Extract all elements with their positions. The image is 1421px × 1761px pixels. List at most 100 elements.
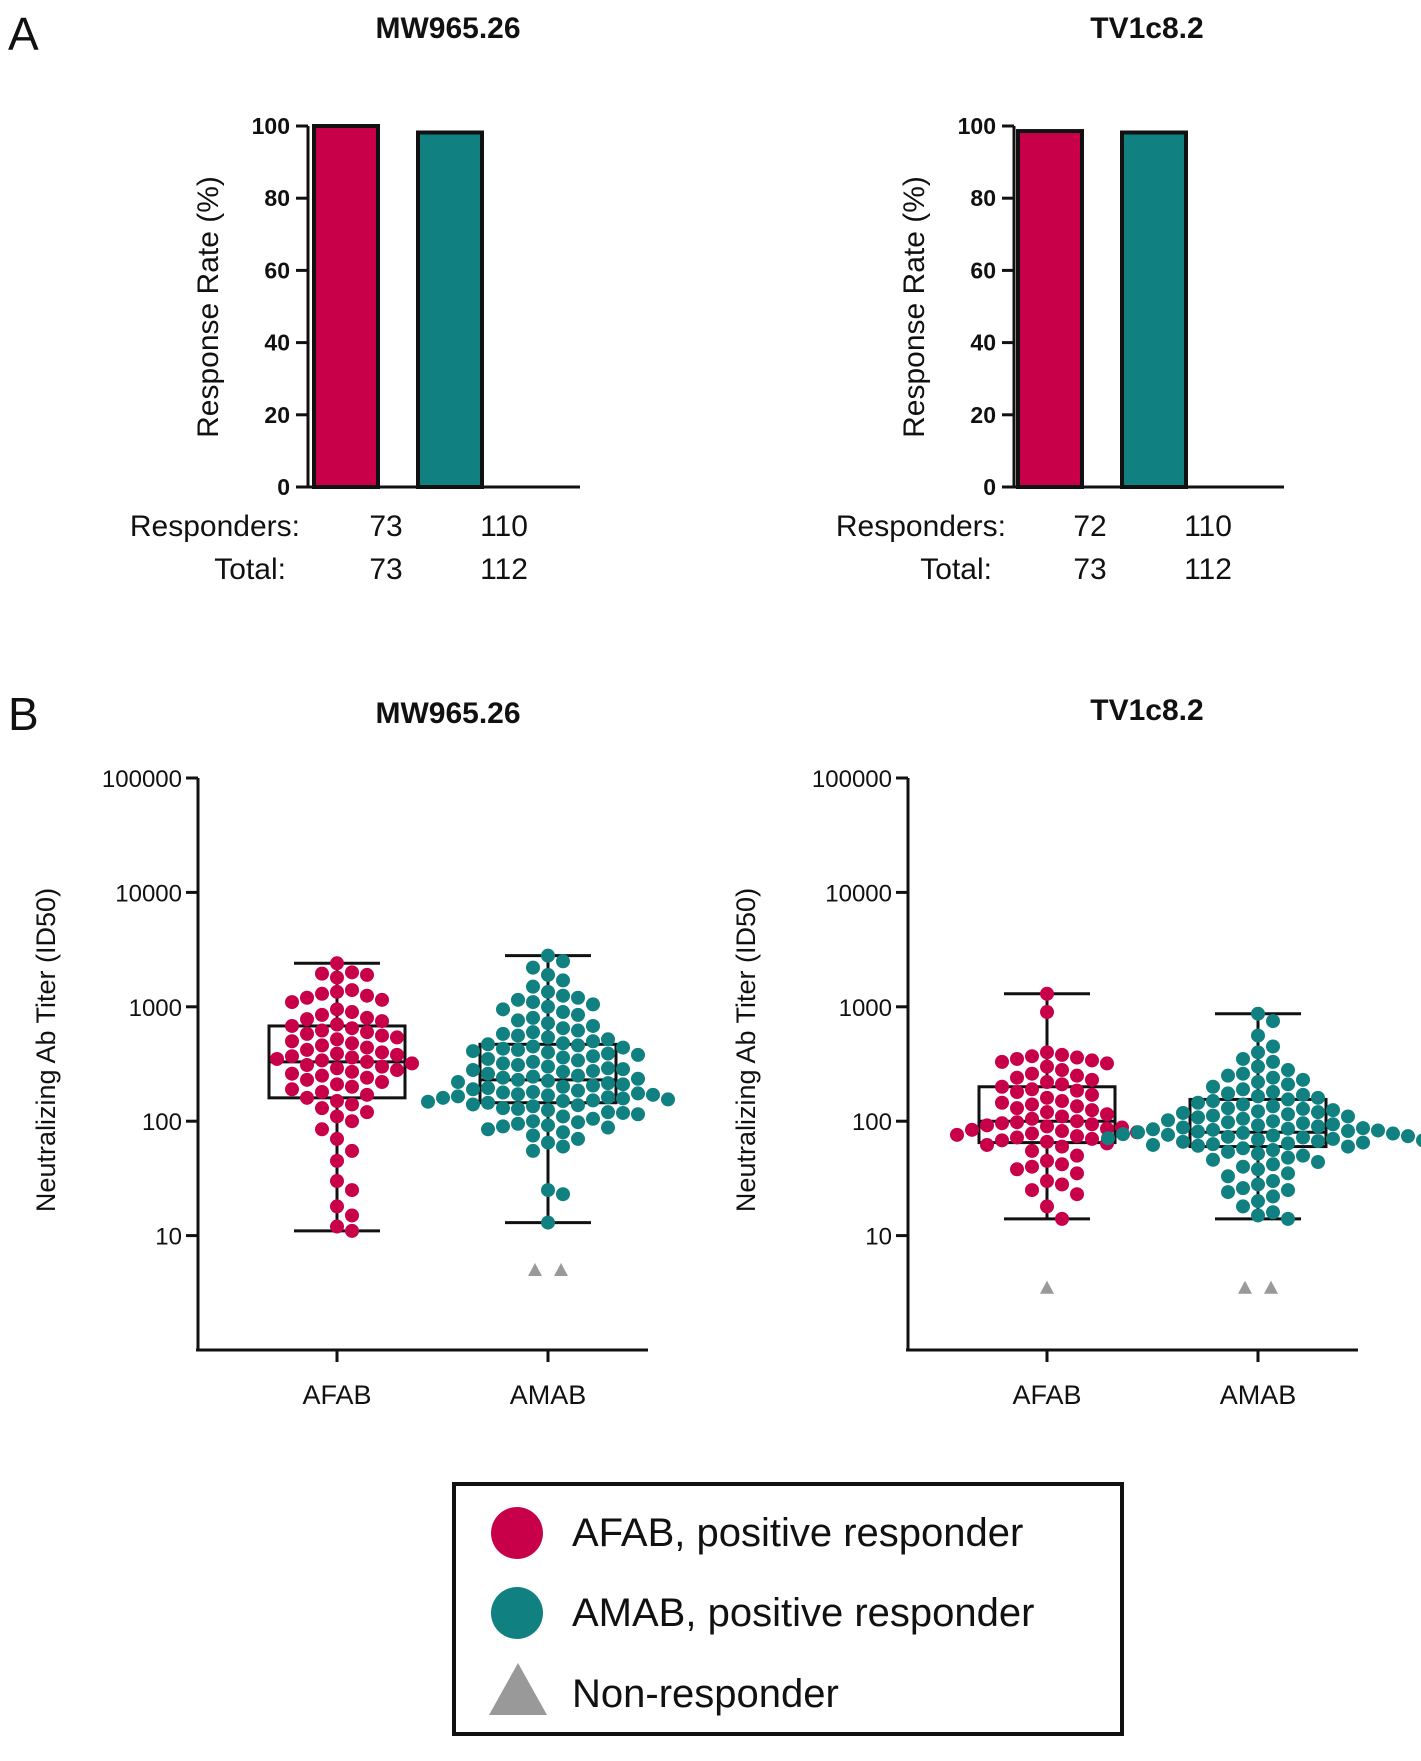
legend-amab-label: AMAB, positive responder [572, 1591, 1034, 1635]
point-amab [586, 997, 600, 1012]
point-amab [586, 1018, 600, 1033]
point-afab [1055, 1139, 1069, 1154]
y-tick-label: 1000 [129, 995, 182, 1022]
point-amab [1341, 1109, 1355, 1124]
point-afab [375, 1045, 389, 1060]
point-amab [601, 1120, 615, 1135]
point-afab [1040, 1075, 1054, 1090]
point-amab [1251, 1177, 1265, 1192]
point-afab [1055, 1177, 1069, 1192]
point-afab [345, 1143, 359, 1158]
point-afab [345, 1114, 359, 1129]
point-afab [345, 1079, 359, 1094]
point-afab [345, 965, 359, 980]
point-afab [285, 1049, 299, 1064]
point-amab [496, 1056, 510, 1071]
point-amab [496, 1002, 510, 1017]
point-amab [526, 1099, 540, 1114]
point-amab [1146, 1137, 1160, 1152]
y-tick-label: 40 [264, 330, 290, 356]
point-afab [1025, 1082, 1039, 1097]
point-amab [1191, 1138, 1205, 1153]
point-amab [1266, 1143, 1280, 1158]
point-amab [541, 948, 555, 963]
point-amab [616, 1077, 630, 1092]
point-amab [526, 1084, 540, 1099]
point-afab [965, 1122, 979, 1137]
point-amab [571, 1083, 585, 1098]
y-tick-label: 100 [958, 113, 996, 139]
point-amab [541, 1030, 555, 1045]
point-amab [541, 1135, 555, 1150]
point-amab [421, 1094, 435, 1109]
responders-label: Responders: [130, 510, 300, 543]
point-amab [601, 1076, 615, 1091]
point-amab [496, 1101, 510, 1116]
point-afab [390, 1047, 404, 1062]
point-afab [345, 1036, 359, 1051]
y-tick-label: 60 [970, 257, 996, 283]
point-amab [511, 1087, 525, 1102]
point-afab [300, 1072, 314, 1087]
point-amab [1356, 1121, 1370, 1136]
legend-afab-label: AFAB, positive responder [572, 1511, 1023, 1555]
point-afab [980, 1118, 994, 1133]
point-amab [1236, 1051, 1250, 1066]
y-tick-label: 20 [264, 402, 290, 428]
point-amab [1296, 1148, 1310, 1163]
point-amab [1251, 1059, 1265, 1074]
point-amab [1116, 1127, 1130, 1142]
point-afab [1025, 1111, 1039, 1126]
point-afab [360, 1087, 374, 1102]
point-afab [1040, 1059, 1054, 1074]
legend-amab-marker [491, 1587, 543, 1639]
y-tick-label: 100000 [812, 766, 892, 793]
y-axis-label: Neutralizing Ab Titer (ID50) [31, 888, 61, 1212]
point-amab [586, 1063, 600, 1078]
point-afab [285, 1034, 299, 1049]
point-afab [1025, 1159, 1039, 1174]
point-afab [995, 1079, 1009, 1094]
point-amab [1266, 1157, 1280, 1172]
point-afab [1085, 1087, 1099, 1102]
point-amab [1206, 1094, 1220, 1109]
point-amab [1356, 1135, 1370, 1150]
point-afab [315, 1068, 329, 1083]
total-afab: 73 [369, 553, 402, 586]
point-afab [1085, 1053, 1099, 1068]
point-afab [285, 1082, 299, 1097]
point-amab [1236, 1082, 1250, 1097]
point-amab [556, 1109, 570, 1124]
point-afab [1010, 1101, 1024, 1116]
point-amab [541, 1059, 555, 1074]
y-axis-label: Response Rate (%) [898, 176, 931, 438]
point-amab [1266, 1070, 1280, 1085]
point-afab [1010, 1084, 1024, 1099]
point-amab [526, 1025, 540, 1040]
point-amab [466, 1063, 480, 1078]
point-amab [556, 1139, 570, 1154]
total-label: Total: [214, 553, 286, 586]
point-amab [601, 1046, 615, 1061]
point-amab [556, 973, 570, 988]
point-afab [375, 992, 389, 1007]
point-amab [1176, 1134, 1190, 1149]
point-afab [300, 1042, 314, 1057]
bar-marks [312, 124, 484, 490]
point-afab [1025, 1126, 1039, 1141]
point-afab [330, 1002, 344, 1017]
bar-amab [416, 130, 484, 490]
point-afab [345, 1021, 359, 1036]
y-tick-label: 100 [142, 1109, 182, 1136]
point-nonresponder [528, 1263, 542, 1277]
point-amab [1266, 1014, 1280, 1029]
point-afab [1055, 1124, 1069, 1139]
y-axis-label: Response Rate (%) [192, 176, 225, 438]
point-amab [1251, 1194, 1265, 1209]
y-tick-label: 10 [865, 1224, 892, 1251]
points [270, 948, 675, 1277]
point-amab [586, 1049, 600, 1064]
point-amab [511, 1028, 525, 1043]
point-afab [1025, 1143, 1039, 1158]
point-amab [511, 992, 525, 1007]
